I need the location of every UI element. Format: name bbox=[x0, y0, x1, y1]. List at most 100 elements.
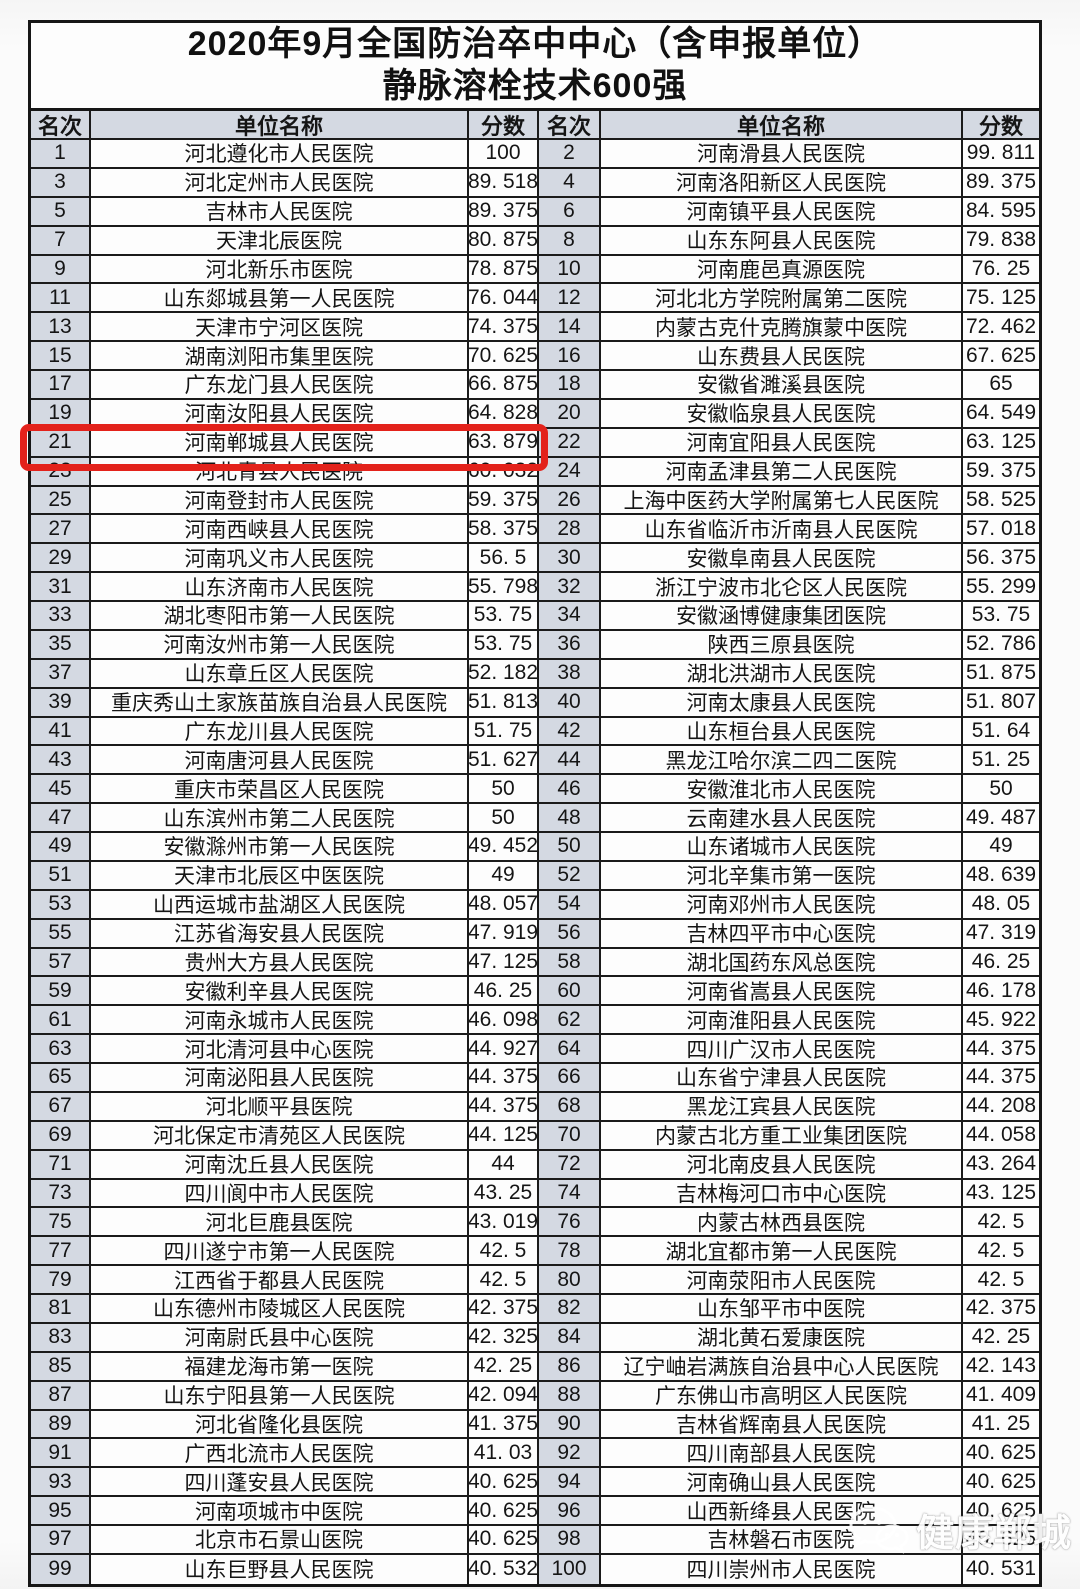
table-row: 23 河北青县人民医院 60. 032 24 河南孟津县第二人民医院 59. 375 bbox=[31, 457, 1039, 487]
score-cell: 80. 875 bbox=[469, 226, 539, 256]
hospital-name-cell: 河南尉氏县中心医院 bbox=[91, 1323, 469, 1353]
rank-cell: 15 bbox=[31, 342, 91, 371]
table-row: 21 河南郸城县人民医院 63. 879 22 河南宜阳县人民医院 63. 125 bbox=[31, 428, 1039, 458]
score-cell: 48. 639 bbox=[963, 861, 1039, 891]
table-row: 17 广东龙门县人民医院 66. 875 18 安徽省濉溪县医院 65 bbox=[31, 371, 1039, 400]
rank-cell: 65 bbox=[31, 1064, 91, 1093]
hospital-name-cell: 河南汝阳县人民医院 bbox=[91, 399, 469, 429]
score-cell: 89. 518 bbox=[469, 168, 539, 198]
hospital-name-cell: 山东邹平市中医院 bbox=[601, 1295, 963, 1324]
rank-cell: 34 bbox=[539, 602, 601, 631]
rank-cell: 92 bbox=[539, 1439, 601, 1469]
score-cell: 44. 375 bbox=[963, 1035, 1039, 1064]
score-cell: 99. 811 bbox=[963, 140, 1039, 169]
rank-cell: 99 bbox=[31, 1554, 91, 1584]
score-cell: 74. 375 bbox=[469, 313, 539, 343]
header-name-right: 单位名称 bbox=[601, 111, 963, 140]
score-cell: 44. 927 bbox=[469, 1035, 539, 1064]
rank-cell: 67 bbox=[31, 1092, 91, 1122]
score-cell: 50 bbox=[469, 804, 539, 833]
table-body: 名次 单位名称 分数 名次 单位名称 分数 1 河北遵化市人民医院 100 2 河南滑县… bbox=[31, 111, 1039, 1584]
score-cell: 56. 375 bbox=[963, 544, 1039, 574]
hospital-name-cell: 山东费县人民医院 bbox=[601, 342, 963, 371]
score-cell: 52. 182 bbox=[469, 659, 539, 689]
rank-cell: 55 bbox=[31, 919, 91, 949]
hospital-name-cell: 浙江宁波市北仑区人民医院 bbox=[601, 573, 963, 602]
table-row: 57 贵州大方县人民医院 47. 125 58 湖北国药东风总医院 46. 25 bbox=[31, 948, 1039, 978]
title-line-1: 2020年9月全国防治卒中中心（含申报单位） bbox=[187, 25, 883, 64]
score-cell: 50 bbox=[469, 775, 539, 805]
rank-cell: 54 bbox=[539, 890, 601, 920]
rank-cell: 78 bbox=[539, 1237, 601, 1267]
hospital-name-cell: 河南永城市人民医院 bbox=[91, 1006, 469, 1036]
hospital-name-cell: 黑龙江宾县人民医院 bbox=[601, 1092, 963, 1122]
rank-cell: 21 bbox=[31, 428, 91, 458]
table-row: 91 广西北流市人民医院 41. 03 92 四川南部县人民医院 40. 625 bbox=[31, 1439, 1039, 1469]
rank-cell: 42 bbox=[539, 717, 601, 747]
hospital-name-cell: 山东巨野县人民医院 bbox=[91, 1554, 469, 1584]
score-cell: 75. 125 bbox=[963, 284, 1039, 314]
hospital-name-cell: 江苏省海安县人民医院 bbox=[91, 919, 469, 949]
rank-cell: 47 bbox=[31, 804, 91, 833]
hospital-name-cell: 河北南皮县人民医院 bbox=[601, 1150, 963, 1180]
score-cell: 53. 75 bbox=[469, 630, 539, 660]
rank-cell: 44 bbox=[539, 746, 601, 776]
rank-cell: 4 bbox=[539, 168, 601, 198]
rank-cell: 51 bbox=[31, 861, 91, 891]
table-row: 69 河北保定市清苑区人民医院 44. 125 70 内蒙古北方重工业集团医院 44. 0… bbox=[31, 1121, 1039, 1151]
hospital-name-cell: 河南西峡县人民医院 bbox=[91, 515, 469, 545]
score-cell: 48. 05 bbox=[963, 890, 1039, 920]
hospital-name-cell: 广东佛山市高明区人民医院 bbox=[601, 1381, 963, 1411]
hospital-name-cell: 安徽滁州市第一人民医院 bbox=[91, 833, 469, 862]
score-cell: 42. 25 bbox=[963, 1323, 1039, 1353]
score-cell: 42. 5 bbox=[469, 1266, 539, 1295]
hospital-name-cell: 安徽淮北市人民医院 bbox=[601, 775, 963, 805]
score-cell: 79. 838 bbox=[963, 226, 1039, 256]
hospital-name-cell: 广东龙门县人民医院 bbox=[91, 371, 469, 400]
score-cell: 44. 058 bbox=[963, 1121, 1039, 1151]
table-row: 39 重庆秀山土家族苗族自治县人民医院 51. 813 40 河南太康县人民医院 51. … bbox=[31, 688, 1039, 718]
score-cell: 84. 595 bbox=[963, 197, 1039, 227]
score-cell: 40. 531 bbox=[963, 1554, 1039, 1584]
rank-cell: 71 bbox=[31, 1150, 91, 1180]
table-row: 27 河南西峡县人民医院 58. 375 28 山东省临沂市沂南县人民医院 57. 018 bbox=[31, 515, 1039, 545]
table-row: 61 河南永城市人民医院 46. 098 62 河南淮阳县人民医院 45. 922 bbox=[31, 1006, 1039, 1036]
rank-cell: 24 bbox=[539, 457, 601, 487]
table-row: 77 四川遂宁市第一人民医院 42. 5 78 湖北宜都市第一人民医院 42. 5 bbox=[31, 1237, 1039, 1267]
score-cell: 40. 625 bbox=[469, 1497, 539, 1526]
table-row: 9 河北新乐市医院 78. 875 10 河南鹿邑真源医院 76. 25 bbox=[31, 255, 1039, 285]
rank-cell: 63 bbox=[31, 1035, 91, 1064]
hospital-name-cell: 四川广汉市人民医院 bbox=[601, 1035, 963, 1064]
hospital-name-cell: 内蒙古克什克腾旗蒙中医院 bbox=[601, 313, 963, 343]
rank-cell: 91 bbox=[31, 1439, 91, 1469]
rank-cell: 90 bbox=[539, 1410, 601, 1440]
hospital-name-cell: 山东滨州市第二人民医院 bbox=[91, 804, 469, 833]
hospital-name-cell: 上海中医药大学附属第七人民医院 bbox=[601, 486, 963, 516]
hospital-name-cell: 陕西三原县医院 bbox=[601, 630, 963, 660]
rank-cell: 80 bbox=[539, 1266, 601, 1295]
rank-cell: 32 bbox=[539, 573, 601, 602]
score-cell: 51. 627 bbox=[469, 746, 539, 776]
score-cell: 55. 798 bbox=[469, 573, 539, 602]
hospital-name-cell: 北京市石景山医院 bbox=[91, 1526, 469, 1555]
rank-cell: 83 bbox=[31, 1323, 91, 1353]
score-cell: 40. 532 bbox=[469, 1554, 539, 1584]
hospital-name-cell: 安徽临泉县人民医院 bbox=[601, 399, 963, 429]
score-cell: 42. 143 bbox=[963, 1352, 1039, 1382]
hospital-name-cell: 内蒙古北方重工业集团医院 bbox=[601, 1121, 963, 1151]
table-row: 13 天津市宁河区医院 74. 375 14 内蒙古克什克腾旗蒙中医院 72. 462 bbox=[31, 313, 1039, 343]
hospital-name-cell: 吉林磐石市医院 bbox=[601, 1526, 963, 1555]
header-rank-left: 名次 bbox=[31, 111, 91, 140]
hospital-name-cell: 湖北枣阳市第一人民医院 bbox=[91, 602, 469, 631]
hospital-name-cell: 山西运城市盐湖区人民医院 bbox=[91, 890, 469, 920]
rank-cell: 93 bbox=[31, 1468, 91, 1498]
table-row: 33 湖北枣阳市第一人民医院 53. 75 34 安徽涵博健康集团医院 53. 75 bbox=[31, 602, 1039, 631]
hospital-name-cell: 安徽省濉溪县医院 bbox=[601, 371, 963, 400]
table-row: 5 吉林市人民医院 89. 375 6 河南镇平县人民医院 84. 595 bbox=[31, 197, 1039, 227]
table-row: 37 山东章丘区人民医院 52. 182 38 湖北洪湖市人民医院 51. 875 bbox=[31, 659, 1039, 689]
hospital-name-cell: 河南鹿邑真源医院 bbox=[601, 255, 963, 285]
hospital-name-cell: 河北新乐市医院 bbox=[91, 255, 469, 285]
table-row: 41 广东龙川县人民医院 51. 75 42 山东桓台县人民医院 51. 64 bbox=[31, 717, 1039, 747]
score-cell: 43. 25 bbox=[469, 1179, 539, 1209]
hospital-name-cell: 河南邓州市人民医院 bbox=[601, 890, 963, 920]
